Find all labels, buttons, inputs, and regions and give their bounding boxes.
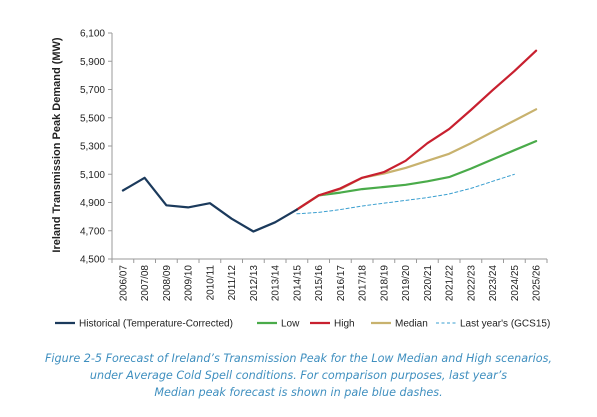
x-axis: 2006/07 2007/08 2008/09 2009/10 2010/11 2011/…: [111, 258, 548, 302]
y-axis-label: Ireland Transmission Peak Demand (MW): [51, 37, 63, 253]
series-line-high: [295, 49, 538, 211]
chart: Ireland Transmission Peak Demand (MW) 4,…: [51, 29, 550, 330]
x-tick-label: 2014/15: [292, 265, 303, 302]
x-tick-label: 2011/12: [227, 265, 238, 301]
legend-label: High: [334, 319, 355, 330]
caption-line-3: Median peak forecast is shown in pale bl…: [154, 386, 443, 399]
x-tick-label: 2016/17: [336, 265, 347, 302]
legend-label: Low: [281, 319, 300, 330]
x-tick-label: 2025/26: [532, 265, 543, 302]
x-tick-label: 2019/20: [401, 265, 412, 302]
y-tick-label: 4,700: [80, 226, 105, 237]
x-tick-label: 2012/13: [249, 265, 260, 302]
y-tick-label: 5,300: [80, 142, 105, 153]
legend-label: Median: [395, 319, 428, 330]
x-tick-label: 2009/10: [184, 265, 195, 302]
x-tick-label: 2018/19: [379, 265, 390, 302]
x-tick-label: 2021/22: [445, 265, 456, 302]
x-tick-label: 2024/25: [510, 265, 521, 302]
legend: Historical (Temperature-Corrected) Low Hig…: [55, 319, 550, 330]
series-lines: [121, 49, 538, 233]
legend-label: Historical (Temperature-Corrected): [79, 319, 233, 330]
y-axis: 4,500 4,700 4,900 5,100 5,300 5,500 5,700 5,900…: [80, 29, 113, 266]
series-line-last-year-s-gcs15: [296, 173, 515, 215]
y-tick-label: 4,500: [80, 255, 105, 266]
caption-line-2: under Average Cold Spell conditions. For…: [89, 369, 508, 382]
x-tick-label: 2008/09: [162, 265, 173, 302]
figure-caption: Figure 2-5 Forecast of Ireland’s Transmi…: [0, 350, 597, 401]
series-line-historical-temperature-corrected: [121, 176, 298, 233]
legend-label: Last year's (GCS15): [460, 319, 550, 330]
x-tick-label: 2022/23: [466, 265, 477, 302]
x-tick-label: 2023/24: [488, 265, 499, 302]
y-tick-label: 5,100: [80, 170, 105, 181]
y-tick-label: 6,100: [80, 29, 105, 40]
x-tick-label: 2007/08: [140, 265, 151, 302]
series-line-low: [295, 140, 538, 211]
caption-line-1: Figure 2-5 Forecast of Ireland’s Transmi…: [45, 352, 552, 365]
y-tick-label: 5,500: [80, 113, 105, 124]
x-tick-label: 2015/16: [314, 265, 325, 302]
y-tick-label: 5,900: [80, 57, 105, 68]
x-tick-label: 2006/07: [118, 265, 129, 302]
y-tick-label: 4,900: [80, 198, 105, 209]
x-tick-label: 2010/11: [205, 265, 216, 301]
x-tick-label: 2017/18: [358, 265, 369, 302]
x-tick-label: 2020/21: [423, 265, 434, 302]
y-tick-label: 5,700: [80, 85, 105, 96]
x-tick-label: 2013/14: [271, 265, 282, 302]
